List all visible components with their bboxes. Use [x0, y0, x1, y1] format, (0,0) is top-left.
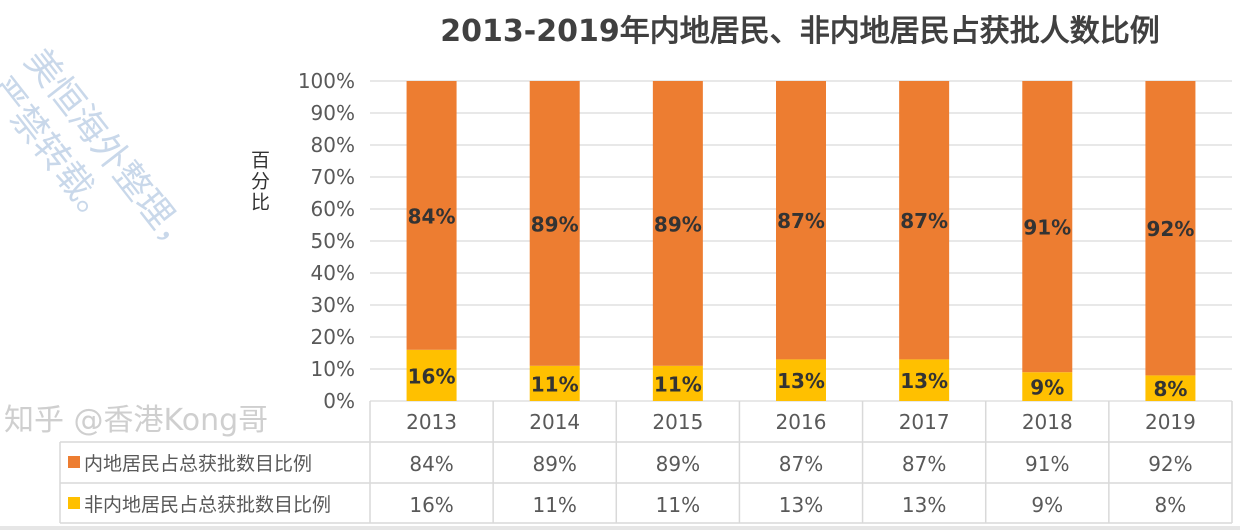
data-label: 87% [777, 209, 825, 233]
table-cell: 91% [1025, 452, 1069, 476]
y-tick-label: 100% [298, 69, 355, 93]
y-tick-label: 0% [323, 389, 355, 413]
y-tick-label: 10% [311, 357, 355, 381]
y-tick-label: 50% [311, 229, 355, 253]
y-tick-label: 40% [311, 261, 355, 285]
bar-segment [776, 359, 826, 401]
table-cell: 87% [902, 452, 946, 476]
data-label: 13% [777, 369, 825, 393]
y-tick-label: 60% [311, 197, 355, 221]
table-cell: 16% [409, 493, 453, 517]
divider [0, 526, 1240, 530]
bar-segment [529, 81, 580, 366]
x-tick-label: 2019 [1145, 410, 1196, 434]
chart-title: 2013-2019年内地居民、非内地居民占获批人数比例 [440, 14, 1160, 49]
bar-segment [406, 81, 457, 350]
y-tick-label: 90% [311, 101, 355, 125]
x-tick-label: 2015 [652, 410, 703, 434]
data-label: 89% [531, 212, 579, 236]
data-label: 91% [1023, 216, 1071, 240]
data-label: 84% [408, 204, 456, 228]
y-tick-label: 70% [311, 165, 355, 189]
x-tick-label: 2016 [776, 410, 827, 434]
y-tick-label: 80% [311, 133, 355, 157]
y-tick-label: 30% [311, 293, 355, 317]
table-cell: 13% [779, 493, 823, 517]
x-tick-label: 2018 [1022, 410, 1073, 434]
table-cell: 89% [532, 452, 576, 476]
data-label: 16% [408, 364, 456, 388]
bar-segment [899, 359, 950, 401]
data-label: 13% [900, 369, 948, 393]
table-cell: 87% [779, 452, 823, 476]
table-cell: 13% [902, 493, 946, 517]
table-cell: 9% [1031, 493, 1063, 517]
data-label: 9% [1030, 376, 1064, 400]
bar-segment [652, 365, 703, 401]
bar-segment [1145, 81, 1196, 376]
y-tick-label: 20% [311, 325, 355, 349]
bar-segment [1022, 81, 1073, 373]
data-label: 11% [654, 372, 702, 396]
x-tick-label: 2013 [406, 410, 457, 434]
data-label: 8% [1153, 377, 1187, 401]
table-cell: 89% [656, 452, 700, 476]
table-cell: 92% [1148, 452, 1192, 476]
data-label: 89% [654, 212, 702, 236]
bar-segment [406, 349, 457, 401]
legend-swatch [68, 497, 80, 509]
bar-segment [1145, 375, 1196, 401]
bar-segment [529, 365, 580, 401]
data-label: 87% [900, 209, 948, 233]
x-tick-label: 2014 [529, 410, 580, 434]
table-cell: 11% [656, 493, 700, 517]
bar-segment [1022, 372, 1073, 401]
legend-label: 内地居民占总获批数目比例 [84, 453, 312, 475]
data-label: 92% [1146, 217, 1194, 241]
table-cell: 11% [532, 493, 576, 517]
table-cell: 84% [409, 452, 453, 476]
bar-segment [899, 81, 950, 360]
bar-segment [652, 81, 703, 366]
x-tick-label: 2017 [899, 410, 950, 434]
table-cell: 8% [1155, 493, 1187, 517]
data-label: 11% [531, 372, 579, 396]
y-axis-label: 百分比 [248, 150, 270, 213]
bar-segment [776, 81, 826, 360]
legend-label: 非内地居民占总获批数目比例 [84, 494, 331, 516]
legend-swatch [68, 456, 80, 468]
zhihu-watermark: 知乎 @香港Kong哥 [4, 403, 269, 438]
